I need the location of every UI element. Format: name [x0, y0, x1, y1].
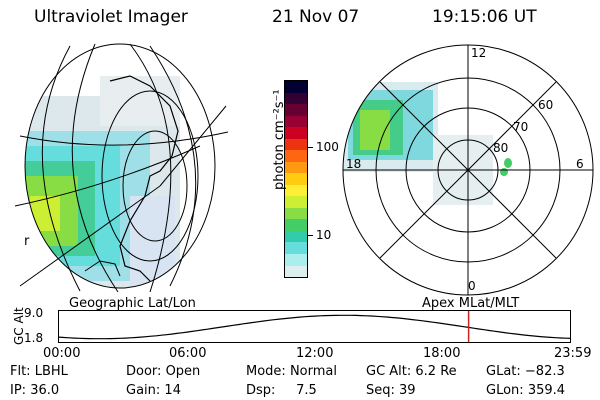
geo-grid-lines: [14, 43, 229, 293]
colorbar: [284, 80, 308, 278]
status-dsp: Dsp: 7.5: [246, 383, 317, 398]
colorbar-segment: [285, 230, 307, 243]
mlt-label-12: 12: [471, 46, 487, 60]
colorbar-segment: [285, 242, 307, 254]
alt-ytick-9: 9.0: [24, 306, 44, 320]
colorbar-segment: [285, 219, 307, 231]
status-door: Door: Open: [126, 364, 201, 379]
geo-panel-label: Geographic Lat/Lon: [69, 296, 196, 311]
colorbar-segment: [285, 184, 307, 197]
status-gc-alt: GC Alt: 6.2 Re: [366, 364, 457, 379]
alt-xtick-0600: 06:00: [169, 346, 207, 361]
status-glat: GLat: −82.3: [486, 364, 565, 379]
altitude-curve: [58, 314, 572, 340]
colorbar-segment: [285, 81, 307, 93]
alt-xtick-1200: 12:00: [296, 346, 334, 361]
geo-auroral-image: [25, 44, 215, 288]
colorbar-segment: [285, 138, 307, 151]
polar-grid: [342, 44, 594, 296]
status-mode: Mode: Normal: [246, 364, 337, 379]
mlat-label-80: 80: [493, 141, 509, 155]
alt-xtick-2359: 23:59: [554, 346, 592, 361]
colorbar-segment: [285, 150, 307, 162]
mlt-label-0: 0: [468, 279, 476, 293]
colorbar-segment: [285, 253, 307, 266]
colorbar-segment: [285, 196, 307, 208]
status-glon: GLon: 359.4: [486, 383, 566, 398]
status-ip: IP: 36.0: [10, 383, 60, 398]
colorbar-segment: [285, 92, 307, 105]
colorbar-segment: [285, 207, 307, 220]
status-seq: Seq: 39: [366, 383, 416, 398]
colorbar-segment: [285, 115, 307, 128]
alt-xtick-0000: 00:00: [43, 346, 81, 361]
mlat-label-70: 70: [513, 120, 529, 134]
colorbar-segment: [285, 173, 307, 185]
coastline-south: [84, 260, 121, 277]
mlt-label-18: 18: [346, 157, 362, 171]
colorbar-tick-100: 100: [316, 140, 339, 154]
coastline: [109, 75, 179, 282]
mlat-label-60: 60: [538, 98, 554, 112]
mlt-label-6: 6: [576, 157, 584, 171]
altitude-plot: [58, 310, 572, 343]
polar-map: [342, 44, 594, 296]
app-title: Ultraviolet Imager: [34, 7, 188, 27]
colorbar-segment: [285, 127, 307, 139]
alt-ytick-1.8: 1.8: [24, 331, 44, 345]
colorbar-segment: [285, 161, 307, 174]
edge-tick-label: r: [24, 234, 30, 249]
alt-xtick-1800: 18:00: [423, 346, 461, 361]
status-filter: Flt: LBHL: [10, 364, 68, 379]
geographic-map: [14, 43, 229, 293]
colorbar-segment: [285, 104, 307, 116]
status-gain: Gain: 14: [126, 383, 181, 398]
time-label: 19:15:06 UT: [432, 7, 537, 27]
colorbar-tick-10: 10: [316, 228, 332, 242]
colorbar-segment: [285, 265, 307, 278]
colorbar-unit-label: photon cm⁻²s⁻¹: [272, 89, 287, 190]
date-label: 21 Nov 07: [272, 7, 360, 27]
polar-panel-label: Apex MLat/MLT: [422, 296, 520, 311]
